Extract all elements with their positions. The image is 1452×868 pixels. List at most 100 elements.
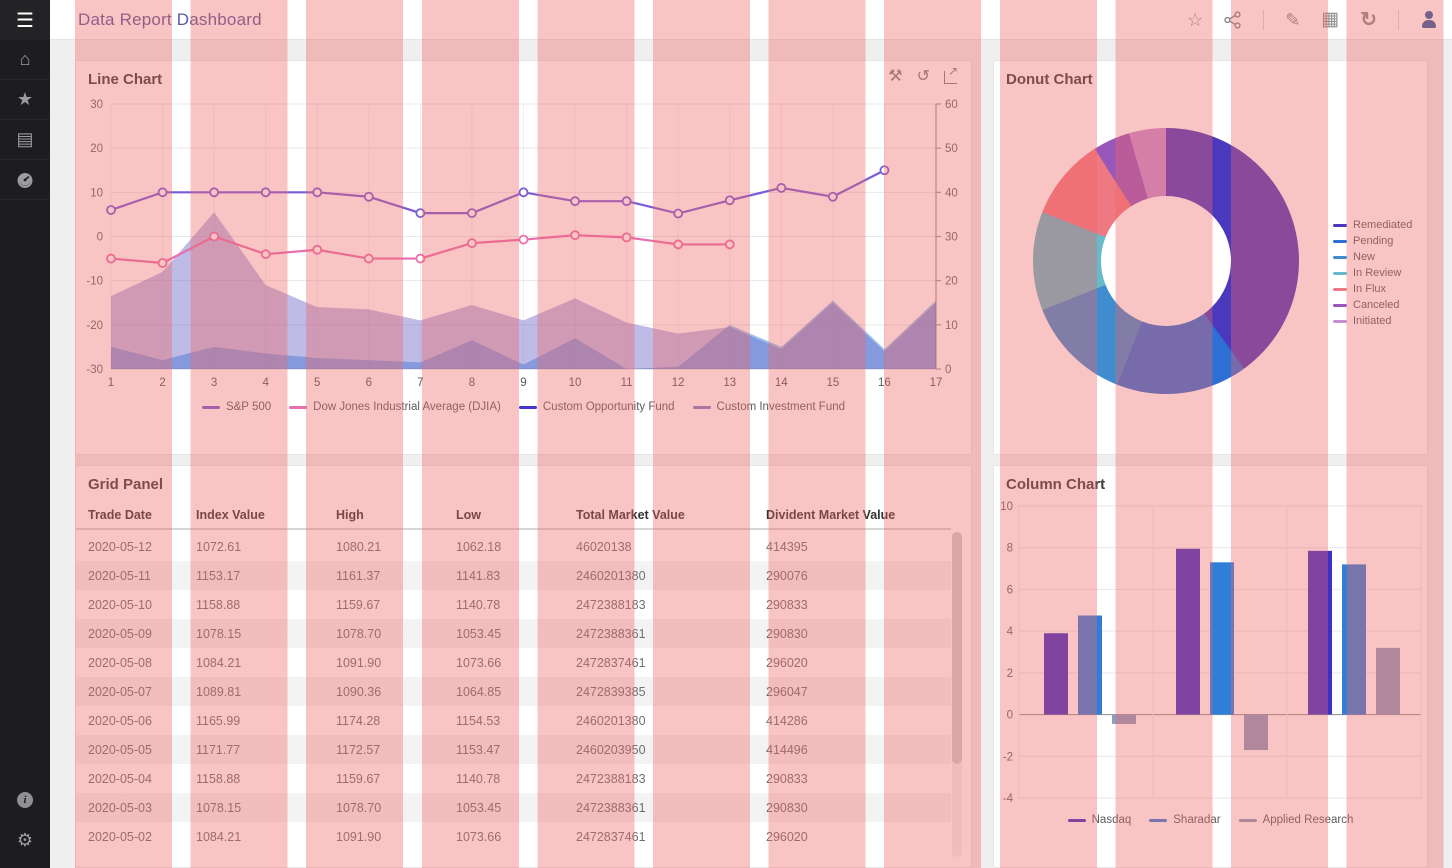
favorite-star-icon[interactable]: ☆ [1187,9,1204,30]
table-cell: 2460201380 [576,568,646,583]
legend-item[interactable]: In Review [1333,267,1412,279]
table-cell: 2020-05-05 [88,742,152,757]
svg-text:10: 10 [945,320,958,332]
table-cell: 1140.78 [456,597,501,612]
column-header[interactable]: Low [456,508,481,522]
column-chart-legend: Nasdaq Sharadar Applied Research [994,814,1427,826]
svg-text:13: 13 [723,377,736,389]
table-cell: 290830 [766,626,808,641]
table-cell: 1172.57 [336,742,381,757]
table-row[interactable]: 2020-05-11 1153.17 1161.37 1141.83 246020138… [76,561,951,590]
sidebar-item-info[interactable]: i [0,780,50,820]
legend-item[interactable]: In Flux [1333,283,1412,295]
legend-swatch [1333,271,1347,275]
legend-item[interactable]: S&P 500 [201,401,271,413]
svg-text:5: 5 [314,377,320,389]
table-scrollbar[interactable] [952,532,962,857]
sidebar-item-reports[interactable]: ▤ [0,120,50,160]
legend-swatch [1333,223,1347,227]
table-row[interactable]: 2020-05-09 1078.15 1078.70 1053.45 247238836… [76,619,951,648]
svg-text:6: 6 [366,377,372,389]
legend-label: Pending [1353,235,1394,247]
apps-grid-icon[interactable]: ▦ [1321,9,1340,30]
donut-legend: Remediated Pending New In Review In Flux Canc… [1333,219,1412,327]
table-cell: 1064.85 [456,684,502,699]
legend-item[interactable]: Applied Research [1238,814,1353,826]
tools-icon[interactable]: ⚒ [888,68,903,85]
legend-label: In Review [1353,267,1402,279]
svg-text:7: 7 [417,377,423,389]
svg-text:-4: -4 [1003,793,1014,805]
svg-text:-30: -30 [86,364,103,376]
report-card-icon: ▤ [16,129,34,149]
sidebar-item-dashboards[interactable] [0,160,50,200]
share-icon[interactable] [1224,10,1242,29]
table-cell: 296020 [766,829,808,844]
svg-text:-20: -20 [86,320,103,332]
table-row[interactable]: 2020-05-02 1084.21 1091.90 1073.66 247283746… [76,822,951,851]
legend-item[interactable]: Custom Opportunity Fund [518,401,675,413]
legend-item[interactable]: Sharadar [1149,814,1221,826]
legend-item[interactable]: Initiated [1333,315,1412,327]
table-cell: 290830 [766,800,808,815]
column-chart: 10 8 6 4 2 0 -2 -4 [1000,501,1422,805]
table-cell: 2020-05-02 [88,829,152,844]
table-row[interactable]: 2020-05-04 1158.88 1159.67 1140.78 247238818… [76,764,951,793]
column-header[interactable]: Total Market Value [576,508,685,522]
table-row[interactable]: 2020-05-07 1089.81 1090.36 1064.85 247283938… [76,677,951,706]
table-cell: 1072.61 [196,539,242,554]
legend-item[interactable]: Pending [1333,235,1412,247]
svg-text:11: 11 [621,377,633,389]
legend-item[interactable]: Remediated [1333,219,1412,231]
table-cell: 1153.17 [196,568,241,583]
table-cell: 1084.21 [196,829,242,844]
table-cell: 414496 [766,742,808,757]
legend-item[interactable]: Dow Jones Industrial Average (DJIA) [289,401,501,413]
menu-icon[interactable]: ☰ [0,0,50,40]
table-row[interactable]: 2020-05-10 1158.88 1159.67 1140.78 247238818… [76,590,951,619]
legend-label: Canceled [1353,299,1400,311]
table-cell: 290076 [766,568,808,583]
svg-text:0: 0 [945,364,951,376]
legend-swatch [1149,818,1168,822]
column-header[interactable]: High [336,508,364,522]
svg-text:0: 0 [97,232,103,244]
legend-item[interactable]: Custom Investment Fund [692,401,846,413]
sidebar-item-favorites[interactable]: ★ [0,80,50,120]
legend-item[interactable]: Nasdaq [1067,814,1131,826]
table-row[interactable]: 2020-05-12 1072.61 1080.21 1062.18 46020138 4… [76,532,951,561]
history-icon[interactable]: ↺ [916,68,930,85]
legend-label: Custom Investment Fund [716,401,846,413]
table-row[interactable]: 2020-05-08 1084.21 1091.90 1073.66 247283746… [76,648,951,677]
legend-label: Remediated [1353,219,1413,231]
table-cell: 2020-05-07 [88,684,152,699]
table-row[interactable]: 2020-05-03 1078.15 1078.70 1053.45 247238836… [76,793,951,822]
panel-title: Donut Chart [1006,71,1093,88]
legend-label: In Flux [1353,283,1387,295]
column-header[interactable]: Index Value [196,508,265,522]
table-cell: 1159.67 [336,597,381,612]
edit-icon[interactable]: ✎ [1285,9,1301,30]
scrollbar-thumb[interactable] [952,532,962,764]
donut-chart[interactable] [1033,128,1299,394]
table-row[interactable]: 2020-05-06 1165.99 1174.28 1154.53 246020138… [76,706,951,735]
table-cell: 296020 [766,655,808,670]
legend-item[interactable]: New [1333,251,1412,263]
grid-panel: Grid Panel Trade Date Index Value High Low T… [75,465,972,868]
refresh-icon[interactable]: ↻ [1360,8,1377,31]
sidebar-item-settings[interactable]: ⚙ [0,820,50,860]
table-cell: 1073.66 [456,655,502,670]
table-cell: 1053.45 [456,800,502,815]
legend-item[interactable]: Canceled [1333,299,1412,311]
sidebar: ☰ ⌂ ★ ▤ i ⚙ [0,0,50,868]
user-icon[interactable] [1420,11,1438,28]
column-header[interactable]: Trade Date [88,508,152,522]
open-external-icon[interactable]: ↗ [944,64,958,84]
svg-text:60: 60 [945,99,958,111]
svg-text:9: 9 [520,377,526,389]
legend-swatch [518,405,537,409]
table-row[interactable]: 2020-05-05 1171.77 1172.57 1153.47 246020395… [76,735,951,764]
column-header[interactable]: Divident Market Value [766,508,896,522]
sidebar-item-home[interactable]: ⌂ [0,40,50,80]
